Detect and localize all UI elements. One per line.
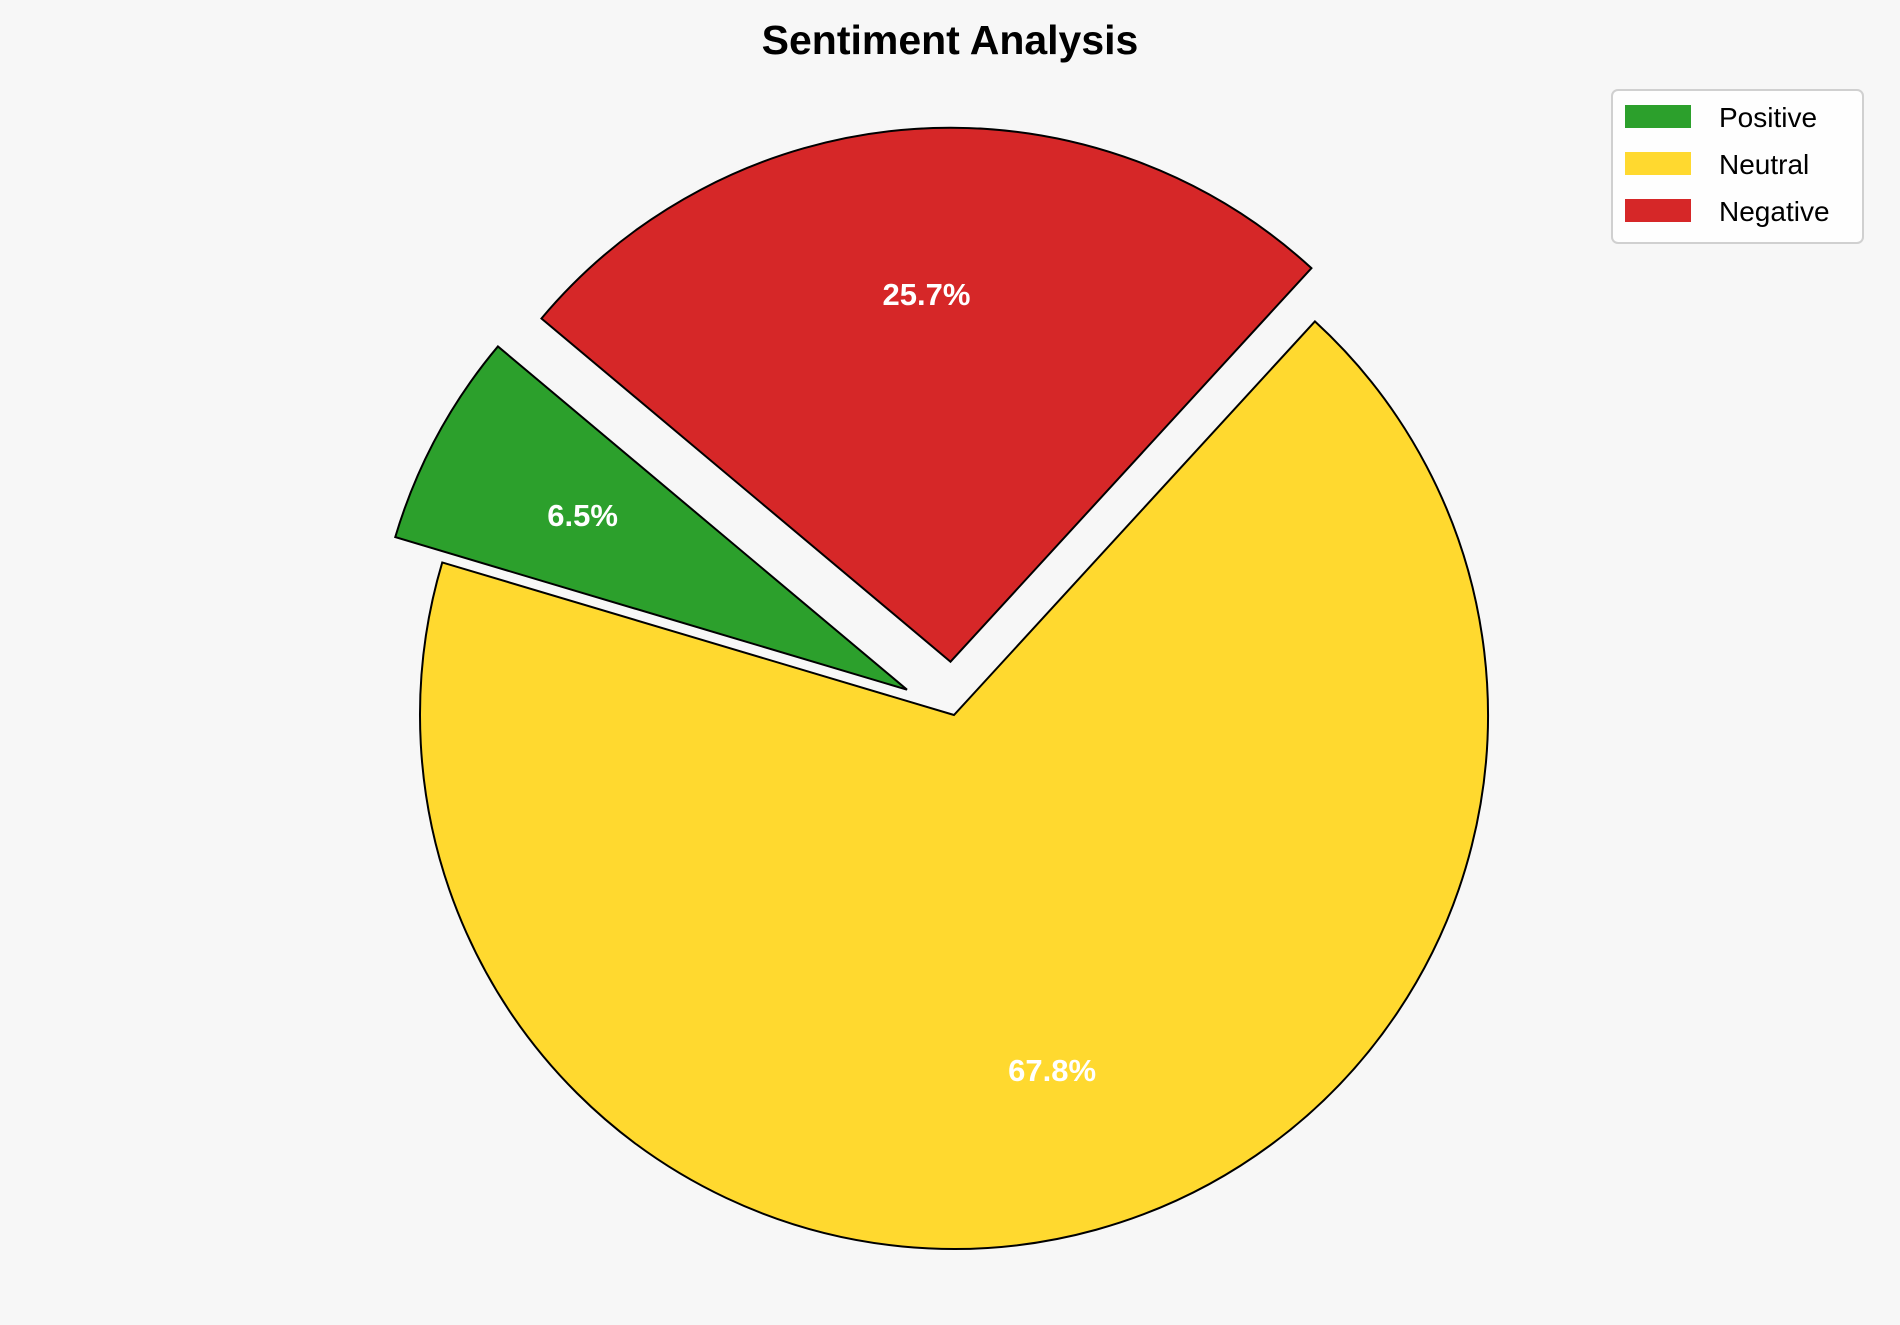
pie-labels: 6.5% 67.8% 25.7%	[547, 277, 1096, 1088]
legend-swatch-neutral	[1625, 152, 1691, 175]
legend-label-negative: Negative	[1719, 196, 1830, 227]
pie-label-negative: 25.7%	[883, 277, 971, 312]
legend: Positive Neutral Negative	[1611, 89, 1864, 244]
legend-swatch-positive	[1625, 105, 1691, 128]
legend-label-positive: Positive	[1719, 102, 1817, 133]
pie-wedges	[393, 126, 1489, 1251]
legend-swatch-negative	[1625, 199, 1691, 222]
chart-title: Sentiment Analysis	[762, 17, 1139, 63]
legend-label-neutral: Neutral	[1719, 149, 1809, 180]
pie-label-positive: 6.5%	[547, 498, 618, 533]
pie-wedge-positive	[393, 345, 908, 691]
pie-wedge-neutral	[419, 320, 1489, 1251]
pie-label-neutral: 67.8%	[1008, 1053, 1096, 1088]
pie-wedge-negative	[540, 126, 1313, 664]
